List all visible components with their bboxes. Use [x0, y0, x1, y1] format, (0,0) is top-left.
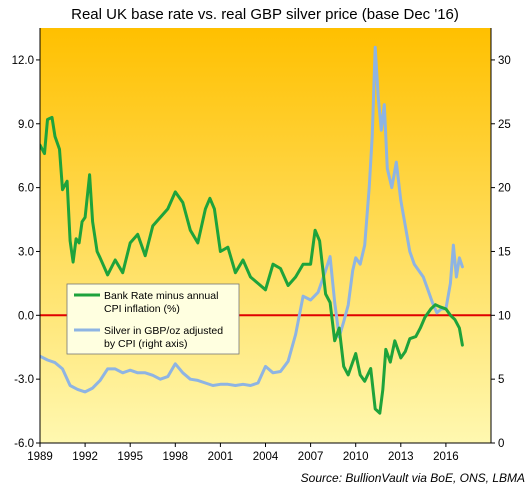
- left-axis-tick-label: -6.0: [14, 438, 34, 450]
- x-axis-tick-label: 2007: [298, 451, 324, 463]
- right-axis-tick-label: 20: [498, 183, 511, 195]
- left-axis-tick-label: 0.0: [18, 310, 34, 322]
- right-axis-tick-label: 5: [498, 374, 504, 386]
- x-axis-tick-label: 2004: [253, 451, 279, 463]
- left-axis-tick-label: 3.0: [18, 246, 34, 258]
- x-axis-tick-label: 2010: [343, 451, 369, 463]
- x-axis-tick-label: 1998: [163, 451, 189, 463]
- x-axis-ticks: 1989 1992 1995 1998 2001 2004 2007 2010 2013 2016: [27, 443, 459, 463]
- legend: Bank Rate minus annual CPI inflation (%) …: [66, 283, 240, 355]
- x-axis-tick-label: 1992: [72, 451, 98, 463]
- left-axis-tick-label: 9.0: [18, 119, 34, 131]
- right-axis-ticks: 30 25 20 15 10 5 0: [491, 55, 511, 450]
- plot-area: [40, 28, 491, 443]
- x-axis-tick-label: 2013: [388, 451, 414, 463]
- x-axis-tick-label: 1989: [27, 451, 53, 463]
- left-axis-tick-label: 12.0: [12, 55, 34, 67]
- x-axis-tick-label: 2001: [208, 451, 234, 463]
- right-axis-tick-label: 10: [498, 310, 511, 322]
- source-note: Source: BullionVault via BoE, ONS, LBMA: [301, 471, 525, 485]
- right-axis-tick-label: 0: [498, 438, 504, 450]
- silver-price-series-line: [40, 45, 464, 394]
- right-axis-tick-label: 15: [498, 246, 511, 258]
- x-axis-tick-label: 2016: [433, 451, 459, 463]
- x-axis-tick-label: 1995: [117, 451, 143, 463]
- legend-label-silver: Silver in GBP/oz adjusted by CPI (right a…: [104, 325, 223, 350]
- chart-title: Real UK base rate vs. real GBP silver pr…: [71, 6, 459, 23]
- legend-label-rate: Bank Rate minus annual CPI inflation (%): [104, 290, 218, 315]
- right-axis-tick-label: 25: [498, 119, 511, 131]
- left-axis-ticks: 12.0 9.0 6.0 3.0 0.0 -3.0 -6.0: [12, 55, 40, 450]
- right-axis-tick-label: 30: [498, 55, 511, 67]
- left-axis-tick-label: -3.0: [14, 374, 34, 386]
- left-axis-tick-label: 6.0: [18, 183, 34, 195]
- real-base-rate-series-line: [40, 115, 464, 415]
